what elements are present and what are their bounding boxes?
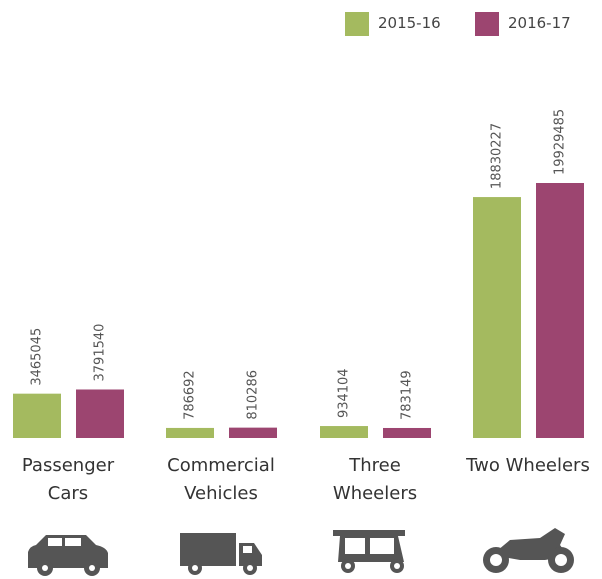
bar — [76, 389, 124, 438]
icons — [28, 528, 574, 576]
car-icon — [28, 535, 108, 576]
bar — [13, 393, 61, 438]
legend-label: 2015-16 — [378, 14, 441, 32]
value-label: 934104 — [337, 368, 352, 418]
truck-icon — [180, 533, 262, 575]
value-label: 786692 — [183, 370, 198, 420]
bar — [473, 197, 521, 438]
bar — [320, 426, 368, 438]
category-label: Two Wheelers — [466, 455, 590, 476]
bar — [229, 427, 277, 438]
bar — [166, 427, 214, 438]
value-label: 18830227 — [490, 123, 505, 189]
category-label: Three Wheelers — [332, 455, 418, 504]
motorcycle-icon — [483, 528, 574, 573]
legend-swatch — [345, 12, 369, 36]
bar — [536, 183, 584, 438]
rickshaw-icon — [333, 530, 405, 573]
category-label: Passenger Cars — [21, 455, 115, 504]
value-label: 3791540 — [93, 324, 108, 382]
legend-label: 2016-17 — [508, 14, 571, 32]
value-label: 19929485 — [553, 109, 568, 175]
value-label: 3465045 — [30, 328, 45, 386]
value-label: 810286 — [246, 370, 261, 420]
bar — [383, 427, 431, 438]
value-label: 783149 — [400, 370, 415, 420]
category-label: Commercial Vehicles — [167, 455, 275, 504]
legend-swatch — [475, 12, 499, 36]
